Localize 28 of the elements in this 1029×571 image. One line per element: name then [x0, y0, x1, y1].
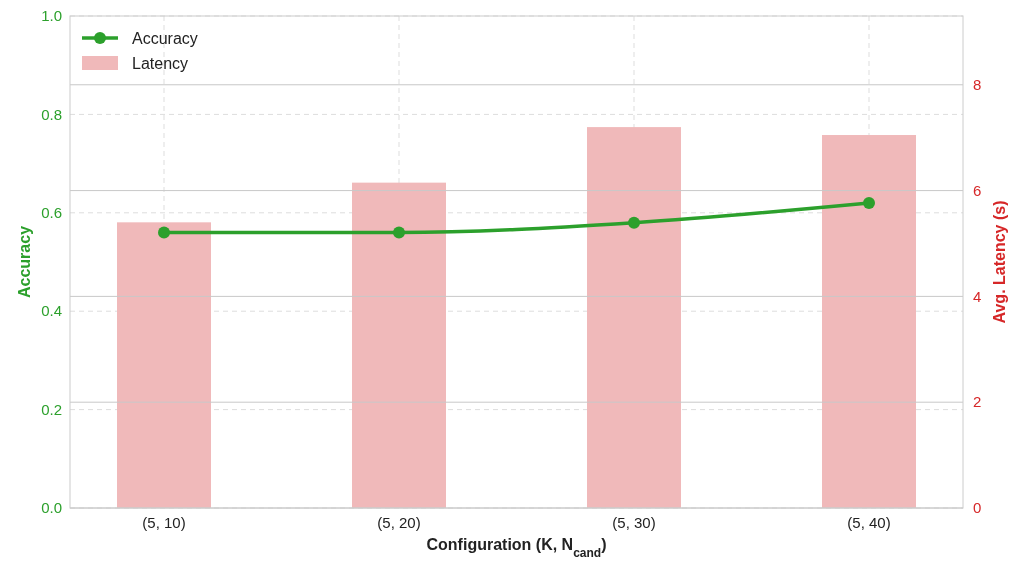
y2-tick-label: 4	[973, 287, 982, 305]
y-tick-label: 0.8	[41, 105, 62, 123]
bar	[352, 182, 446, 508]
point	[628, 216, 640, 229]
x-tick-label: (5, 30)	[612, 514, 656, 531]
y-axis-title: Accuracy	[16, 225, 33, 299]
y2-tick-label: 0	[973, 499, 982, 517]
y-tick-label: 0.4	[41, 302, 62, 320]
y2-axis-title: Avg. Latency (s)	[991, 200, 1008, 324]
bar	[587, 127, 681, 508]
legend-label: Latency	[132, 54, 189, 72]
x-tick-label: (5, 10)	[142, 514, 186, 531]
bar	[117, 222, 211, 508]
y-tick-label: 0.0	[41, 499, 62, 517]
y2-tick-label: 6	[973, 181, 982, 199]
point	[393, 226, 405, 239]
y2-tick-label: 8	[973, 76, 982, 94]
x-tick-label: (5, 40)	[847, 514, 891, 531]
legend-label: Accuracy	[132, 29, 198, 47]
y-tick-label: 0.6	[41, 204, 62, 222]
point	[158, 226, 170, 239]
x-tick-label: (5, 20)	[377, 514, 421, 531]
point	[863, 196, 875, 209]
y-tick-label: 1.0	[41, 7, 62, 25]
y-tick-label: 0.2	[41, 400, 62, 418]
y2-tick-label: 2	[973, 393, 982, 411]
bar	[822, 135, 916, 508]
x-axis-title: Configuration (K, N$_{cand}$)	[426, 536, 607, 560]
